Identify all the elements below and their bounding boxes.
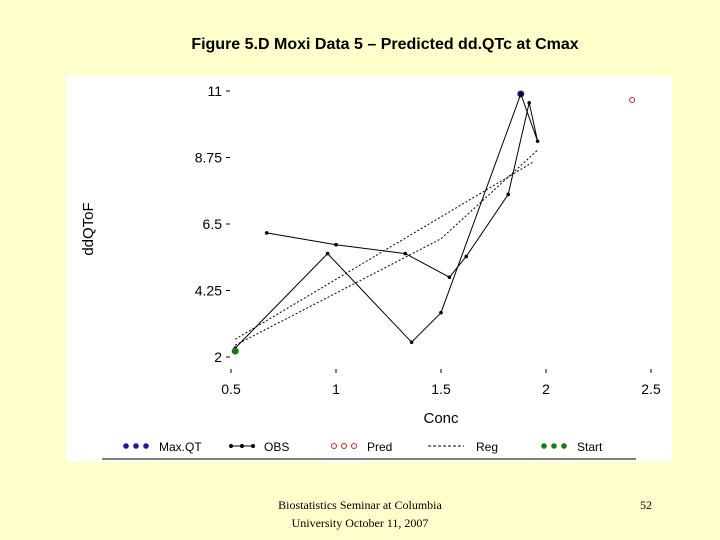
legend-obs-symbol bbox=[251, 444, 255, 448]
series-obs-point bbox=[264, 231, 269, 235]
legend-pred-symbol bbox=[331, 443, 337, 449]
series-obs-point bbox=[403, 251, 408, 256]
legend-start-symbol bbox=[541, 443, 547, 449]
legend-max-qt-symbol bbox=[133, 443, 139, 449]
legend-pred-label: Pred bbox=[367, 440, 392, 454]
x-tick-label: 1.5 bbox=[431, 381, 451, 397]
legend-max-qt-symbol bbox=[123, 443, 129, 449]
y-tick-label: 4.25 bbox=[195, 283, 222, 299]
series-obs-point bbox=[506, 192, 511, 197]
series-reg-line bbox=[234, 161, 534, 340]
series-pred-point bbox=[629, 96, 636, 103]
legend-max-qt-label: Max.QT bbox=[159, 440, 202, 454]
x-tick-label: 0.5 bbox=[221, 381, 241, 397]
legend-obs-symbol bbox=[229, 444, 233, 448]
x-tick-label: 2 bbox=[542, 381, 550, 397]
footer-line-2: University October 11, 2007 bbox=[291, 516, 429, 530]
x-tick-label: 1 bbox=[332, 381, 340, 397]
series-obs-line bbox=[266, 93, 539, 278]
series-obs-line bbox=[234, 93, 522, 349]
series-start-point bbox=[231, 347, 239, 355]
legend-pred-symbol bbox=[351, 443, 357, 449]
legend-start-symbol bbox=[561, 443, 567, 449]
legend-obs-symbol bbox=[240, 444, 244, 448]
series-obs-point bbox=[527, 101, 531, 105]
series-obs-point bbox=[409, 340, 414, 345]
legend-obs-label: OBS bbox=[264, 440, 289, 454]
series-obs-point bbox=[447, 275, 452, 279]
footer-line-1: Biostatistics Seminar at Columbia bbox=[278, 498, 442, 512]
y-tick-label: 11 bbox=[207, 83, 222, 99]
slide-title: Figure 5.D Moxi Data 5 – Predicted dd.QT… bbox=[191, 36, 579, 53]
legend-start-symbol bbox=[551, 443, 557, 449]
slide-footer: Biostatistics Seminar at Columbia Univer… bbox=[240, 496, 480, 532]
y-tick-label: 6.5 bbox=[203, 216, 223, 232]
legend-start-label: Start bbox=[577, 440, 603, 454]
plot-panel: 2 4.25 6.5 8.75 11 0.5 1 1.5 2 2.5 Conc ddQToF Max.Q… bbox=[66, 76, 672, 462]
y-tick-label: 2 bbox=[214, 349, 222, 365]
series-obs-point bbox=[519, 92, 523, 96]
series-obs-point bbox=[464, 254, 469, 259]
series-reg-line bbox=[234, 149, 538, 346]
y-tick-label: 8.75 bbox=[195, 150, 222, 166]
series-obs-point bbox=[325, 251, 330, 256]
legend-max-qt-symbol bbox=[143, 443, 149, 449]
x-tick-label: 2.5 bbox=[641, 381, 661, 397]
y-axis-label: ddQToF bbox=[80, 202, 97, 255]
legend-reg-label: Reg bbox=[476, 440, 498, 454]
series-obs-point bbox=[535, 139, 540, 144]
series-obs-point bbox=[439, 310, 443, 315]
page-number: 52 bbox=[640, 498, 652, 512]
legend-pred-symbol bbox=[341, 443, 347, 449]
chart-svg: 2 4.25 6.5 8.75 11 0.5 1 1.5 2 2.5 Conc ddQToF Max.Q… bbox=[80, 83, 661, 460]
series-obs-point bbox=[334, 242, 338, 247]
x-axis-label: Conc bbox=[423, 410, 459, 427]
